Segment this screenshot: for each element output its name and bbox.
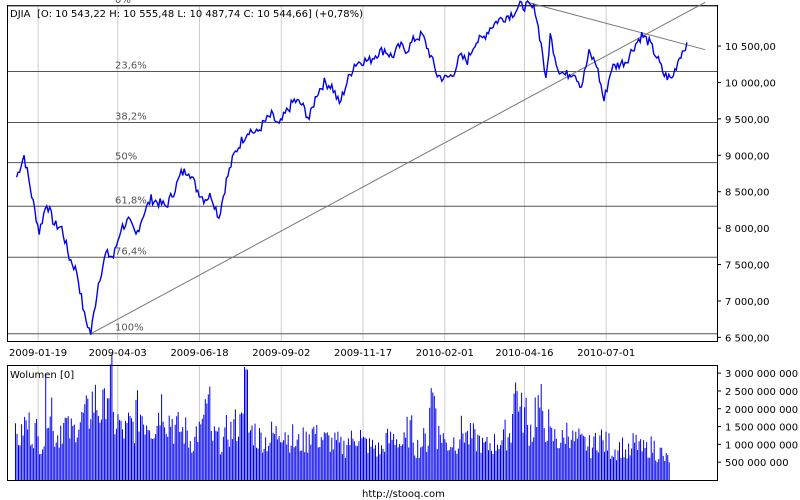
fib-level-label: 100%: [115, 323, 144, 334]
volume-y-tick-label: 2 000 000 000: [725, 405, 798, 416]
x-tick-label: 2010-04-16: [495, 348, 553, 359]
volume-bars: [15, 354, 670, 480]
y-tick-label: 9 000,00: [725, 151, 770, 162]
y-tick-label: 7 500,00: [725, 261, 770, 272]
grid: [37, 6, 607, 480]
fib-level-label: 0%: [115, 0, 131, 6]
price-line: [15, 0, 688, 335]
x-tick-label: 2009-06-18: [170, 348, 228, 359]
y-tick-label: 7 000,00: [725, 297, 770, 308]
x-tick-label: 2009-11-17: [334, 348, 392, 359]
fib-level-label: 76,4%: [115, 246, 147, 257]
y-tick-label: 8 500,00: [725, 188, 770, 199]
footer-url[interactable]: http://stooq.com: [362, 489, 445, 500]
x-tick-label: 2009-09-02: [252, 348, 310, 359]
volume-y-tick-label: 3 000 000 000: [725, 369, 798, 380]
volume-panel-frame: [7, 365, 718, 481]
y-tick-label: 6 500,00: [725, 333, 770, 344]
chart-header-ohlc: [O: 10 543,22 H: 10 555,48 L: 10 487,74 …: [37, 9, 363, 20]
trendline: [527, 1, 706, 51]
volume-y-tick-label: 1 000 000 000: [725, 440, 798, 451]
chart-header-symbol: DJIA: [10, 9, 31, 20]
fibonacci-levels: 0% 23,6% 38,2% 50% 61,8% 76,4% 100%: [8, 0, 717, 335]
volume-y-tick-label: 2 500 000 000: [725, 387, 798, 398]
y-tick-label: 10 500,00: [725, 42, 776, 53]
trendline: [90, 1, 706, 335]
x-tick-label: 2009-01-19: [9, 348, 67, 359]
x-tick-label: 2010-07-01: [577, 348, 635, 359]
fib-level-label: 38,2%: [115, 112, 147, 123]
fib-level-label: 23,6%: [115, 61, 147, 72]
x-tick-label: 2010-02-01: [416, 348, 474, 359]
price-panel-frame: [7, 5, 718, 342]
fib-level-label: 61,8%: [115, 195, 147, 206]
y-tick-label: 9 500,00: [725, 115, 770, 126]
price-y-axis: 6 500,00 7 000,00 7 500,00 8 000,00 8 500,00…: [717, 42, 776, 344]
trendlines: [90, 1, 706, 335]
volume-y-tick-label: 1 500 000 000: [725, 423, 798, 434]
y-tick-label: 10 000,00: [725, 78, 776, 89]
volume-y-axis: 3 000 000 000 2 500 000 000 2 000 000 000 1…: [717, 369, 798, 469]
volume-y-tick-label: 500 000 000: [725, 458, 789, 469]
x-axis: 2009-01-19 2009-04-03 2009-06-18 2009-09-02…: [9, 348, 635, 359]
y-tick-label: 8 000,00: [725, 224, 770, 235]
x-tick-label: 2009-04-03: [89, 348, 147, 359]
fib-level-label: 50%: [115, 152, 137, 163]
volume-panel-label: Wolumen [0]: [10, 370, 74, 381]
price-series: [15, 0, 688, 335]
